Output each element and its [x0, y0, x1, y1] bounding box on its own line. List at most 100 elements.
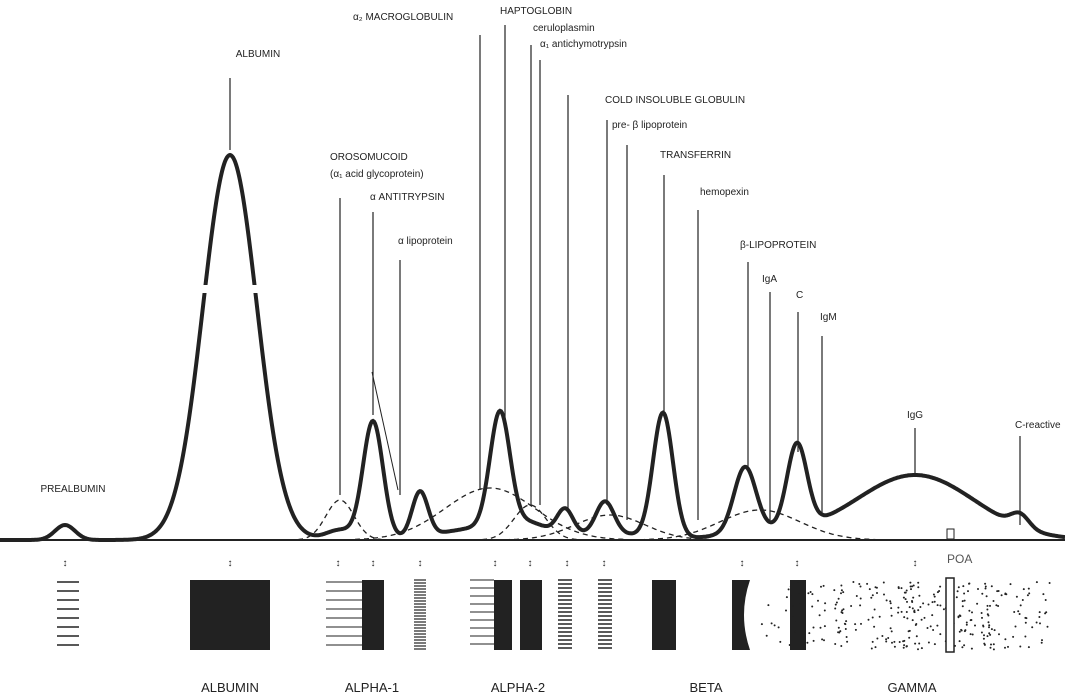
gel-dot [908, 606, 911, 609]
gel-dot [818, 614, 821, 617]
protein-label: α₁ antichymotrypsin [540, 39, 627, 50]
gel-dot [986, 604, 989, 607]
gel-dot [997, 590, 1000, 592]
gel-dot [980, 612, 983, 614]
gel-dot [917, 586, 920, 589]
gel-dot [931, 614, 934, 617]
gel-dot [965, 623, 968, 626]
gel-dot [959, 615, 962, 617]
gel-dot [958, 640, 961, 643]
gel-dot [885, 599, 888, 602]
arrow: ↕ [565, 558, 570, 569]
protein-label: C [796, 290, 803, 301]
gel-dot [841, 609, 844, 612]
gel-dot [897, 586, 900, 589]
gel-dot [939, 585, 942, 588]
gel-dot [988, 624, 991, 627]
gel-dot [833, 589, 836, 592]
gel-dot [874, 646, 877, 649]
gel-dot [868, 588, 871, 591]
gel-dot [984, 585, 987, 588]
gel-dot [840, 584, 843, 587]
gel-dot [1009, 583, 1012, 586]
arrow: ↕ [228, 558, 233, 569]
gel-dot [1031, 626, 1034, 629]
gel-dot [889, 600, 892, 603]
gel-dot [867, 618, 870, 621]
gel-dot [903, 616, 906, 619]
gel-dot [911, 619, 914, 622]
gel-dot [968, 582, 970, 585]
protein-label: (α₁ acid glycoprotein) [330, 169, 424, 180]
gel-dot [845, 620, 848, 623]
gel-dot [876, 637, 879, 640]
protein-label: C-reactive [1015, 420, 1061, 431]
gel-dot [911, 585, 914, 588]
gel-dot [792, 605, 794, 607]
gel-dot [961, 605, 964, 608]
arrow: ↕ [913, 558, 918, 569]
marker [946, 528, 955, 540]
gel-dot [859, 597, 862, 600]
gel-dot [974, 624, 976, 627]
envelope-curve [0, 152, 1065, 542]
gel-dot [858, 583, 861, 585]
gel-dot [765, 634, 768, 637]
gel-dot [890, 614, 893, 617]
protein-label: OROSOMUCOID [330, 152, 408, 163]
gel-dot [812, 639, 815, 642]
gel-dot [819, 626, 822, 629]
gel-dot [956, 590, 959, 593]
protein-label: β-LIPOPROTEIN [740, 240, 816, 251]
gel-band [732, 580, 750, 650]
gel-dot [897, 611, 900, 614]
gel-band [790, 580, 806, 650]
gel-dot [842, 608, 845, 611]
arrow: ↕ [371, 558, 376, 569]
gel-dot [1022, 588, 1025, 591]
gel-dot [875, 586, 878, 589]
arrow: ↕ [418, 558, 423, 569]
gel-dot [992, 600, 995, 602]
gel-dot [985, 595, 988, 598]
gel-dot [969, 619, 972, 622]
gel-dot [823, 625, 826, 628]
gel-dot [891, 641, 893, 644]
gel-dot [915, 635, 918, 638]
gel-band [362, 580, 384, 650]
gel-dot [881, 635, 884, 637]
gel-dot [841, 612, 844, 614]
gel-dot [969, 633, 972, 636]
gel-dot [913, 609, 916, 612]
gel-dot [811, 593, 814, 596]
gel-dot [777, 626, 780, 629]
gel-dot [900, 587, 903, 590]
gel-dot [957, 615, 960, 618]
gel-dot [987, 621, 990, 624]
gel-dot [887, 637, 890, 639]
gel-dot [1018, 613, 1021, 615]
gel-dot [1028, 592, 1031, 595]
gel-dot [837, 597, 840, 600]
gel-dot [1035, 621, 1038, 624]
axis-break [195, 285, 270, 293]
gel-dot [1000, 594, 1003, 597]
gel-dot [984, 582, 987, 585]
gel-dot [932, 593, 935, 596]
gel-dot [905, 589, 908, 592]
gel-dot [977, 588, 979, 590]
gel-dot [1004, 646, 1006, 649]
protein-label: hemopexin [700, 187, 749, 198]
gel-dot [965, 621, 968, 624]
gel-dot [873, 625, 876, 628]
gel-dot [993, 629, 996, 632]
gel-dot [960, 629, 963, 632]
gel-dot [997, 605, 1000, 607]
gel-dot [926, 627, 929, 629]
gel-dot [866, 582, 869, 585]
gel-dot [808, 632, 811, 635]
gel-dot [976, 602, 979, 605]
gel-dot [903, 639, 906, 642]
gel-dot [922, 602, 925, 605]
